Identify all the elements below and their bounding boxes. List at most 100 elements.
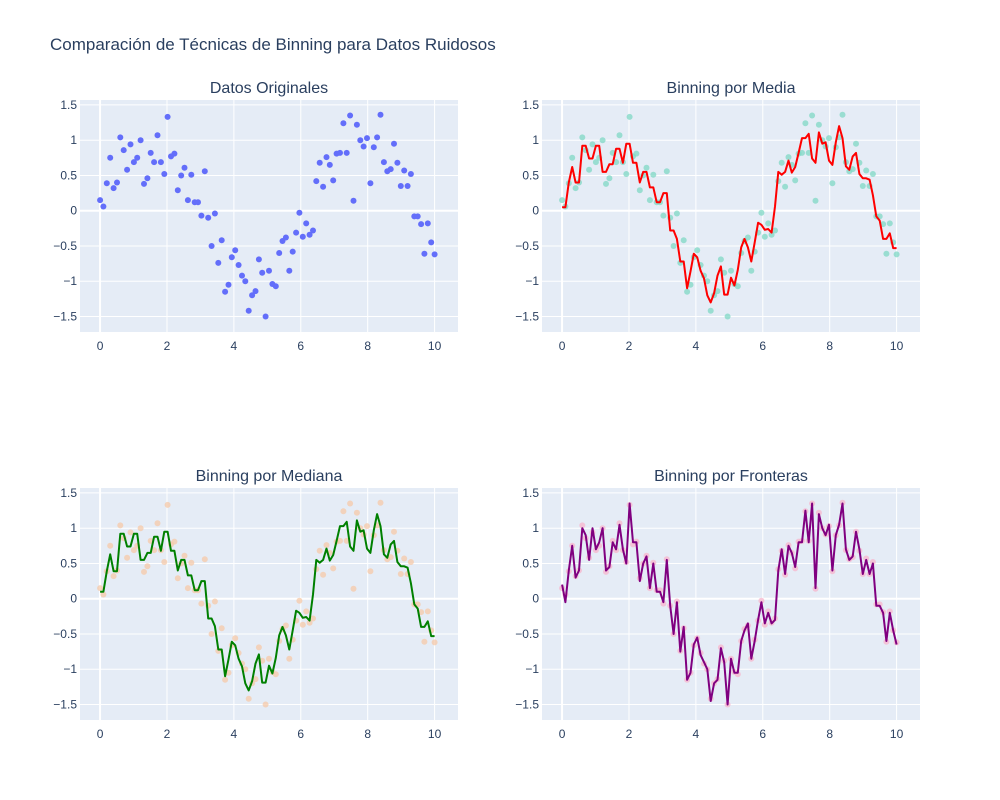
x-tick-label: 10	[428, 339, 442, 353]
data-point	[296, 597, 303, 604]
data-point	[421, 638, 428, 645]
data-point	[360, 143, 367, 150]
data-point	[734, 283, 741, 290]
data-point	[130, 547, 137, 554]
data-point	[343, 149, 350, 156]
y-tick-label: 0.5	[60, 168, 77, 182]
data-point	[869, 559, 876, 565]
data-point	[306, 619, 313, 626]
data-point	[391, 528, 397, 535]
data-point	[859, 183, 866, 189]
x-tick-label: 4	[693, 727, 700, 741]
plot-area	[80, 488, 458, 720]
data-point	[761, 621, 768, 628]
data-point	[127, 529, 134, 536]
data-point	[201, 168, 208, 175]
data-point	[107, 542, 114, 549]
figure-title: Comparación de Técnicas de Binning para …	[50, 35, 496, 54]
data-point	[353, 509, 360, 516]
y-tick-label: −1.5	[53, 697, 77, 711]
data-point	[863, 167, 870, 174]
data-point	[211, 598, 218, 605]
data-point	[310, 615, 316, 622]
data-point	[255, 644, 262, 651]
plot-area	[80, 100, 458, 332]
data-point	[124, 166, 131, 173]
x-tick-label: 8	[364, 727, 371, 741]
y-tick-label: 0.5	[522, 556, 539, 570]
data-point	[761, 233, 768, 240]
data-point	[282, 622, 289, 629]
data-point	[744, 234, 751, 241]
data-point	[245, 695, 252, 702]
data-point	[407, 559, 414, 565]
data-point	[380, 159, 387, 166]
data-point	[347, 112, 354, 119]
data-point	[320, 183, 327, 190]
data-point	[340, 120, 347, 127]
series-line-median	[100, 513, 435, 692]
data-point	[320, 571, 327, 578]
y-tick-label: 0	[70, 592, 77, 606]
data-point	[228, 254, 235, 261]
x-tick-label: 10	[890, 339, 904, 353]
data-point	[772, 227, 778, 234]
x-tick-label: 0	[97, 727, 104, 741]
y-tick-label: −1	[63, 662, 77, 676]
x-tick-label: 4	[231, 339, 238, 353]
x-tick-label: 4	[231, 727, 238, 741]
data-point	[232, 635, 239, 642]
y-tick-label: 0.5	[522, 168, 539, 182]
y-tick-label: −0.5	[515, 627, 539, 641]
data-point	[117, 522, 124, 529]
y-tick-label: −1	[525, 662, 539, 676]
data-point	[603, 180, 609, 187]
data-point	[782, 183, 789, 190]
data-point	[636, 187, 643, 194]
data-point	[266, 267, 272, 274]
data-point	[164, 501, 171, 508]
data-point	[660, 600, 667, 607]
data-point	[218, 237, 225, 244]
data-point	[603, 568, 609, 575]
data-point	[337, 149, 343, 156]
x-tick-label: 6	[759, 339, 766, 353]
data-point	[799, 149, 805, 156]
data-point	[714, 288, 721, 295]
data-point	[239, 272, 245, 279]
data-point	[650, 171, 657, 178]
data-point	[151, 159, 158, 166]
data-point	[208, 631, 215, 637]
data-point	[276, 250, 283, 256]
data-point	[660, 212, 667, 219]
data-point	[313, 178, 320, 185]
data-point	[397, 183, 404, 189]
data-point	[569, 154, 576, 161]
data-point	[391, 140, 397, 147]
data-point	[303, 220, 310, 227]
x-tick-label: 6	[297, 727, 304, 741]
data-point	[387, 166, 394, 173]
data-point	[141, 180, 147, 187]
data-point	[886, 220, 893, 227]
x-tick-label: 8	[826, 339, 833, 353]
data-point	[829, 180, 836, 187]
data-point	[748, 267, 755, 274]
y-tick-label: −0.5	[515, 239, 539, 253]
y-tick-label: 1	[70, 133, 77, 147]
data-point	[404, 183, 411, 189]
data-point	[286, 267, 293, 274]
data-point	[853, 140, 859, 147]
data-point	[171, 150, 178, 157]
data-point	[310, 227, 316, 234]
series-line-mean	[562, 125, 897, 304]
subplot-title: Binning por Mediana	[196, 468, 343, 485]
data-point	[364, 523, 370, 530]
data-point	[205, 214, 212, 221]
data-point	[680, 237, 687, 244]
data-point	[418, 221, 425, 228]
data-point	[592, 159, 599, 166]
x-tick-label: 6	[297, 339, 304, 353]
data-point	[222, 288, 229, 295]
data-point	[171, 538, 178, 545]
